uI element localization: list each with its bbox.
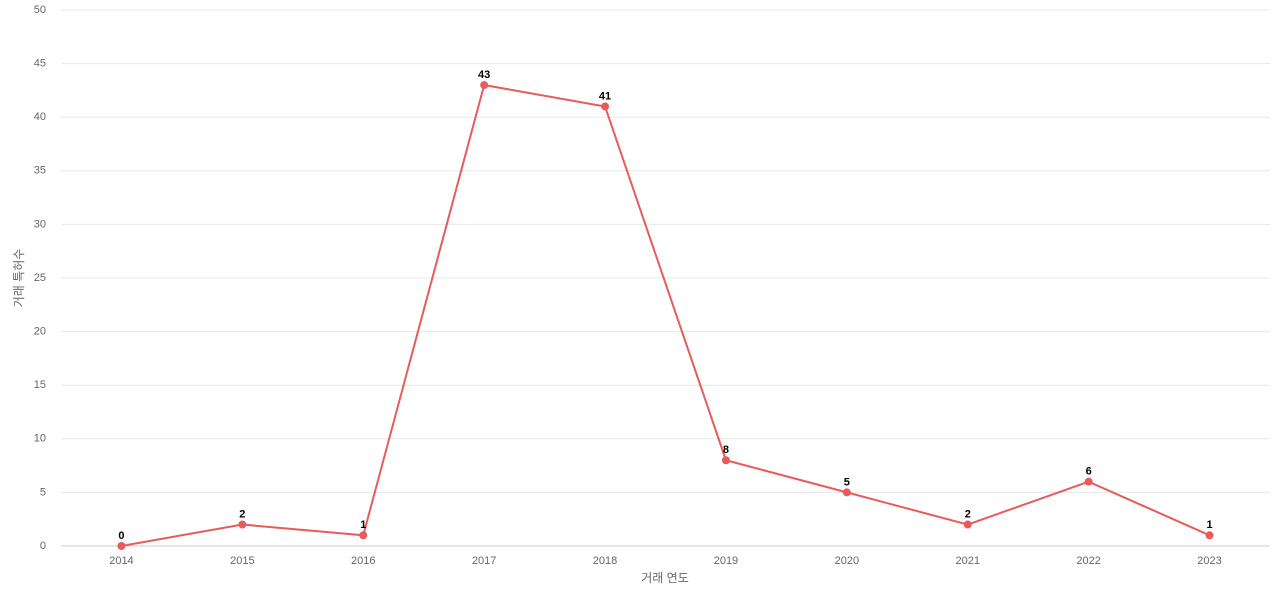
- y-axis-label: 거래 특허수: [12, 249, 26, 308]
- y-tick-label: 50: [34, 4, 46, 16]
- x-tick-label: 2015: [230, 555, 254, 567]
- x-tick-label: 2023: [1197, 555, 1221, 567]
- y-tick-label: 35: [34, 165, 46, 177]
- data-point: [238, 520, 247, 529]
- series-line: [121, 83, 1210, 547]
- data-label: 2: [239, 508, 245, 520]
- data-point: [1084, 477, 1093, 486]
- data-point: [721, 456, 730, 465]
- x-tick-label: 2018: [593, 555, 617, 567]
- y-tick-label: 25: [34, 272, 46, 284]
- data-point: [842, 488, 851, 497]
- y-tick-label: 15: [34, 379, 46, 391]
- y-tick-label: 5: [40, 486, 46, 498]
- data-label: 8: [723, 444, 729, 456]
- data-label: 41: [599, 90, 611, 102]
- x-tick-label: 2020: [835, 555, 859, 567]
- y-tick-label: 10: [34, 433, 46, 445]
- data-label: 5: [844, 476, 850, 488]
- data-label: 6: [1086, 466, 1092, 478]
- data-label: 0: [118, 530, 124, 542]
- data-label: 1: [1206, 519, 1212, 531]
- data-point: [963, 520, 972, 529]
- y-tick-label: 30: [34, 218, 46, 230]
- y-tick-label: 0: [40, 540, 46, 552]
- data-point: [601, 102, 610, 111]
- data-point: [480, 81, 489, 90]
- y-tick-label: 45: [34, 58, 46, 70]
- data-label: 2: [965, 508, 971, 520]
- data-point: [359, 531, 368, 540]
- y-tick-label: 20: [34, 326, 46, 338]
- x-tick-label: 2021: [956, 555, 980, 567]
- x-tick-label: 2022: [1076, 555, 1100, 567]
- data-label: 1: [360, 519, 366, 531]
- x-tick-label: 2019: [714, 555, 738, 567]
- data-point: [1205, 531, 1214, 540]
- data-label: 43: [478, 69, 490, 81]
- x-tick-label: 2014: [109, 555, 133, 567]
- y-tick-label: 40: [34, 111, 46, 123]
- x-axis-label: 거래 연도: [641, 571, 689, 585]
- x-tick-label: 2017: [472, 555, 496, 567]
- x-tick-label: 2016: [351, 555, 375, 567]
- data-point: [117, 542, 126, 550]
